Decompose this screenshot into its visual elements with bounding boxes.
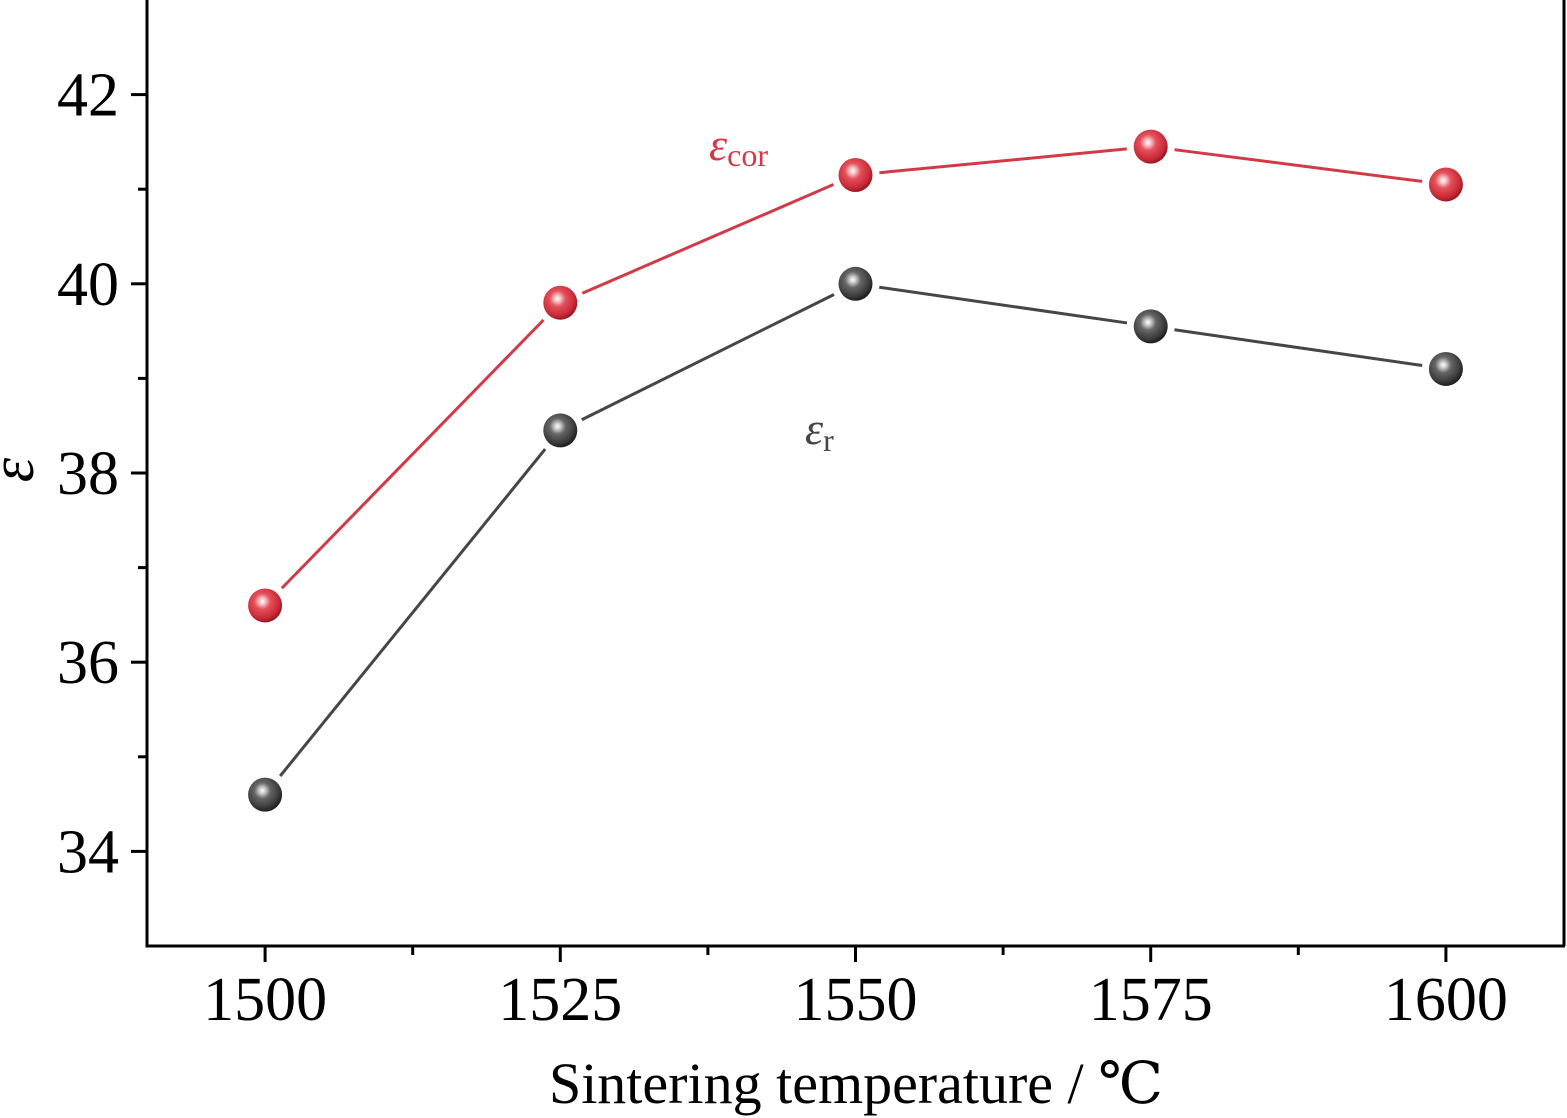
x-axis-title: Sintering temperature / ℃ bbox=[549, 1051, 1163, 1116]
series-1-marker bbox=[1133, 309, 1168, 344]
series-0-segment bbox=[581, 183, 835, 295]
series-1-marker bbox=[1428, 351, 1463, 386]
series-label-eps-cor: εcor bbox=[709, 119, 768, 173]
x-tick-label: 1550 bbox=[794, 966, 918, 1034]
x-tick-label: 1600 bbox=[1384, 966, 1508, 1034]
y-axis-title: ε bbox=[0, 457, 47, 482]
series-0-marker bbox=[543, 285, 578, 320]
x-tick-label: 1575 bbox=[1089, 966, 1213, 1034]
series-1-marker bbox=[838, 266, 873, 301]
plot-frame bbox=[145, 0, 1566, 948]
series-layer bbox=[248, 129, 1463, 812]
series-0-segment bbox=[1174, 148, 1423, 183]
series-label-eps-r: εr bbox=[805, 403, 834, 458]
series-1-segment bbox=[279, 448, 547, 777]
y-tick-label: 34 bbox=[57, 818, 119, 886]
y-axis-ticks: 34 36 38 40 42 bbox=[57, 62, 147, 886]
series-1-segment bbox=[581, 293, 835, 422]
series-0-marker bbox=[1133, 129, 1168, 164]
x-axis-ticks: 1500 1525 1550 1575 1600 bbox=[203, 946, 1508, 1034]
series-1-segment bbox=[1174, 328, 1423, 367]
series-label-eps-cor-main: ε bbox=[709, 119, 728, 170]
series-label-eps-r-sub: r bbox=[823, 422, 834, 458]
series-0-marker bbox=[1428, 167, 1463, 202]
series-0-segment bbox=[280, 318, 545, 590]
series-1-segment bbox=[879, 285, 1128, 325]
y-tick-label: 36 bbox=[57, 629, 119, 697]
y-tick-label: 42 bbox=[57, 62, 119, 130]
series-0-marker bbox=[248, 588, 283, 623]
series-label-eps-r-main: ε bbox=[805, 403, 824, 454]
x-tick-label: 1525 bbox=[498, 966, 622, 1034]
x-tick-label: 1500 bbox=[203, 966, 327, 1034]
series-1-marker bbox=[248, 777, 283, 812]
series-0-marker bbox=[838, 158, 873, 193]
series-0-segment bbox=[879, 147, 1127, 175]
series-label-eps-cor-sub: cor bbox=[727, 137, 768, 173]
y-tick-label: 38 bbox=[57, 440, 119, 508]
series-1-marker bbox=[543, 413, 578, 448]
y-tick-label: 40 bbox=[57, 251, 119, 319]
